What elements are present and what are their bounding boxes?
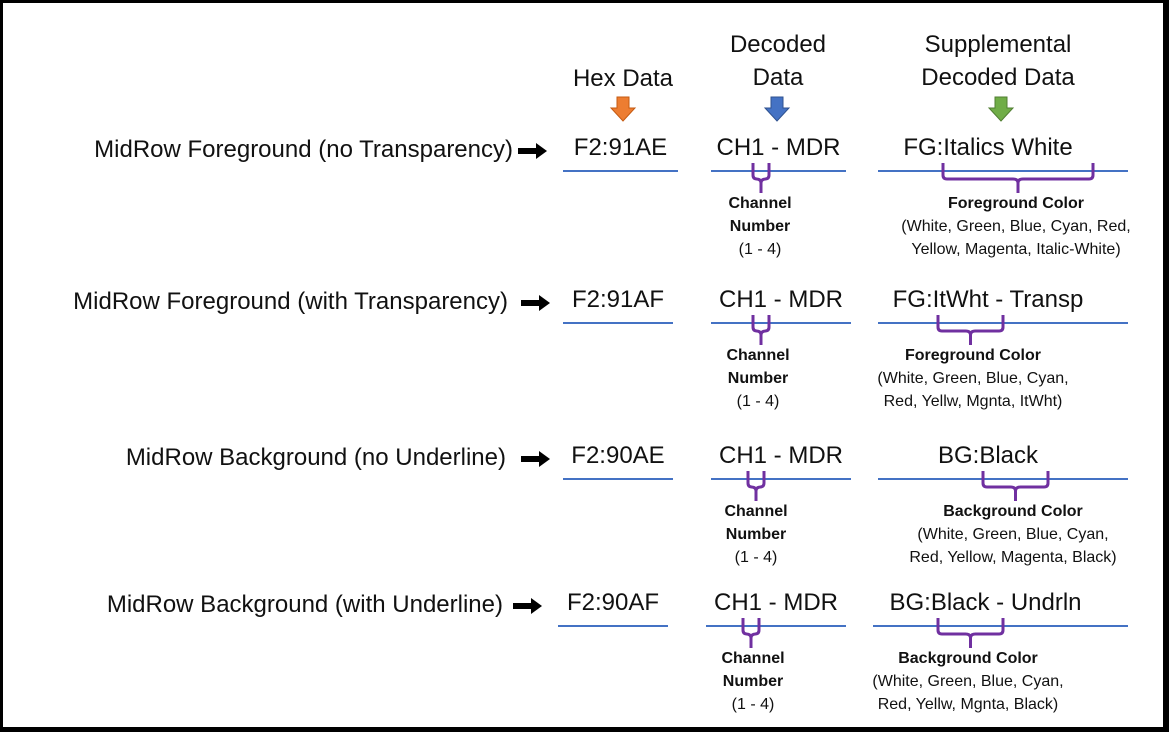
note-line1: (White, Green, Blue, Cyan, Red,	[901, 218, 1131, 235]
row-label: MidRow Background (with Underline)	[106, 591, 503, 618]
hex-down-arrow-icon	[609, 96, 637, 122]
note-line1: (White, Green, Blue, Cyan,	[877, 370, 1069, 387]
hex-underline	[563, 478, 673, 480]
channel-title-line1: Channel	[728, 195, 792, 212]
supplemental-header-line1: Supplemental	[924, 31, 1072, 58]
supplemental-header-line2: Decoded Data	[921, 64, 1075, 91]
channel-range: (1 - 4)	[736, 393, 780, 410]
decoded-value: CH1 - MDR	[719, 286, 843, 313]
supplemental-underline	[878, 170, 1128, 172]
note-line2: Red, Yellow, Magenta, Black)	[909, 549, 1117, 566]
channel-brace-icon	[751, 315, 771, 345]
row-label: MidRow Foreground (no Transparency)	[94, 136, 513, 163]
supplemental-value: FG:ItWht - Transp	[892, 286, 1084, 313]
row-label: MidRow Background (no Underline)	[125, 444, 506, 471]
supplemental-underline	[873, 625, 1128, 627]
channel-title-line2: Number	[722, 673, 784, 690]
decoded-underline	[711, 322, 851, 324]
supplemental-down-arrow-icon	[987, 96, 1015, 122]
channel-title-line1: Channel	[724, 503, 788, 520]
channel-title-line2: Number	[725, 526, 787, 543]
note-line2: Red, Yellw, Mgnta, ItWht)	[883, 393, 1063, 410]
supplemental-brace-icon	[941, 163, 1095, 193]
hex-data-header: Hex Data	[572, 65, 674, 92]
supplemental-value: FG:Italics White	[903, 134, 1073, 161]
decoded-value: CH1 - MDR	[719, 442, 843, 469]
note-line2: Yellow, Magenta, Italic-White)	[911, 241, 1121, 258]
channel-range: (1 - 4)	[731, 696, 775, 713]
channel-brace-icon	[751, 163, 771, 193]
supplemental-value: BG:Black	[937, 442, 1039, 469]
right-arrow-icon	[521, 295, 550, 311]
diagram-canvas: Hex Data Decoded Data Supplemental Decod…	[3, 3, 1163, 727]
supplemental-underline	[878, 478, 1128, 480]
decoded-underline	[706, 625, 846, 627]
right-arrow-icon	[521, 451, 550, 467]
note-title: Background Color	[898, 650, 1038, 667]
right-arrow-icon	[518, 143, 547, 159]
channel-title-line1: Channel	[726, 347, 790, 364]
decoded-data-header-line1: Decoded	[729, 31, 827, 58]
note-line1: (White, Green, Blue, Cyan,	[872, 673, 1064, 690]
decoded-data-header-line2: Data	[752, 64, 804, 91]
hex-underline	[563, 322, 673, 324]
channel-range: (1 - 4)	[738, 241, 782, 258]
decoded-underline	[711, 478, 851, 480]
hex-value: F2:91AE	[573, 134, 668, 161]
hex-value: F2:90AE	[571, 442, 665, 469]
decoded-value: CH1 - MDR	[716, 134, 841, 161]
supplemental-brace-icon	[936, 315, 1005, 345]
supplemental-brace-icon	[936, 618, 1005, 648]
decoded-value: CH1 - MDR	[714, 589, 838, 616]
row-label: MidRow Foreground (with Transparency)	[73, 288, 508, 315]
note-line2: Red, Yellw, Mgnta, Black)	[877, 696, 1059, 713]
decoded-down-arrow-icon	[763, 96, 791, 122]
note-title: Foreground Color	[905, 347, 1041, 364]
supplemental-brace-icon	[981, 471, 1050, 501]
note-line1: (White, Green, Blue, Cyan,	[917, 526, 1109, 543]
note-title: Foreground Color	[948, 195, 1084, 212]
channel-brace-icon	[741, 618, 761, 648]
channel-title-line2: Number	[727, 370, 789, 387]
supplemental-value: BG:Black - Undrln	[889, 589, 1082, 616]
channel-range: (1 - 4)	[734, 549, 778, 566]
decoded-underline	[711, 170, 846, 172]
channel-title-line2: Number	[729, 218, 791, 235]
hex-value: F2:91AF	[571, 286, 665, 313]
hex-underline	[558, 625, 668, 627]
channel-brace-icon	[746, 471, 766, 501]
hex-underline	[563, 170, 678, 172]
hex-value: F2:90AF	[566, 589, 660, 616]
channel-title-line1: Channel	[721, 650, 785, 667]
note-title: Background Color	[943, 503, 1083, 520]
right-arrow-icon	[513, 598, 542, 614]
